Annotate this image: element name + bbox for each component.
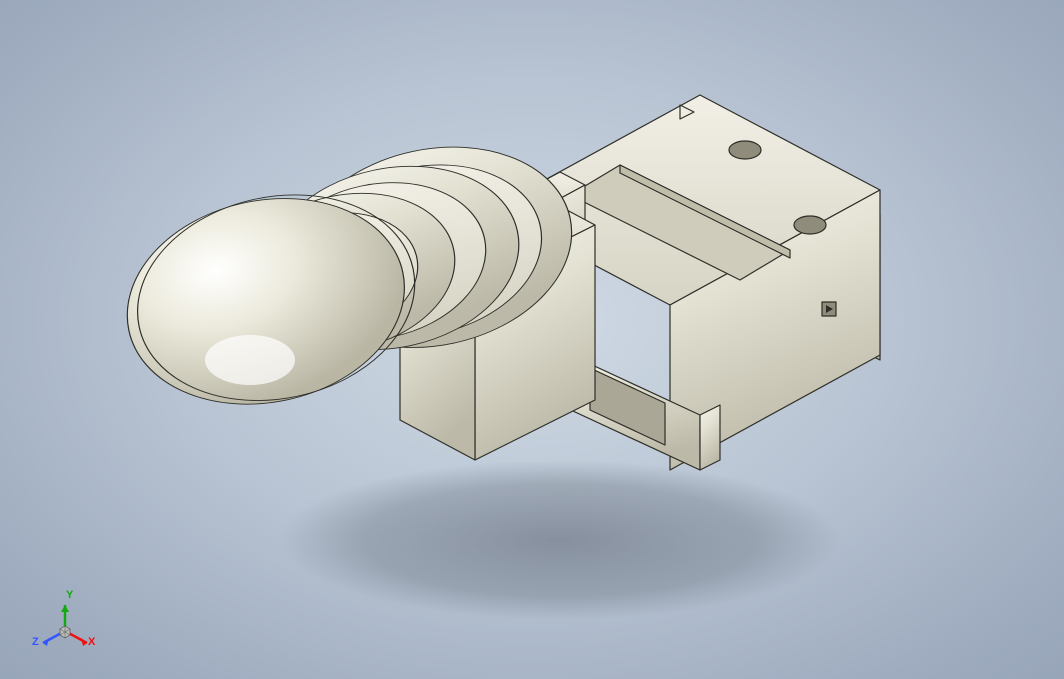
top-hole-2 <box>794 216 826 234</box>
ground-shadow <box>280 460 840 620</box>
triad-y-label: Y <box>66 589 73 601</box>
triad-x-label: X <box>88 636 95 648</box>
cad-3d-viewport[interactable]: X Y Z <box>0 0 1064 679</box>
triad-y-arrowhead <box>61 605 69 612</box>
triad-z-label: Z <box>32 636 39 648</box>
cad-model-render <box>0 0 1064 679</box>
triad-svg <box>30 589 100 659</box>
top-hole-1 <box>729 141 761 159</box>
orientation-triad[interactable]: X Y Z <box>30 589 100 659</box>
